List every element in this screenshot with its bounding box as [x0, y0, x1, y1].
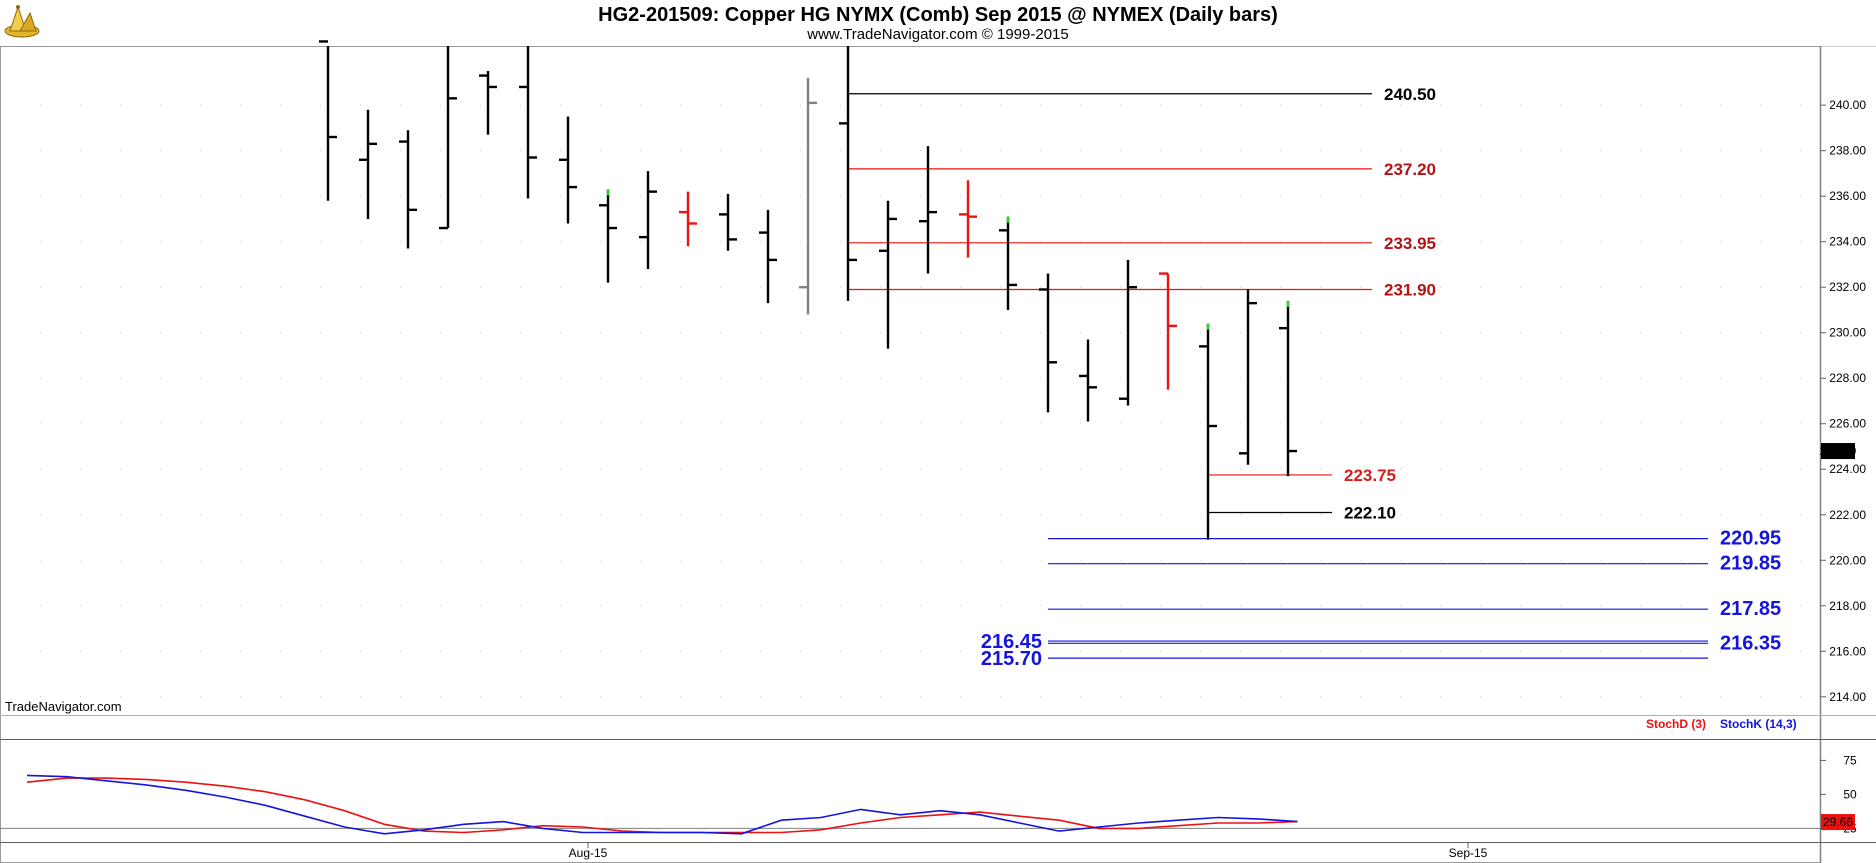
level-label: 233.95	[1384, 234, 1436, 253]
stoch-last-label: 29.66	[1823, 815, 1853, 829]
y-tick-label: 228.00	[1829, 371, 1866, 385]
date-axis: Aug-15 Sep-15	[569, 842, 1488, 860]
level-label: 222.10	[1344, 503, 1396, 522]
stoch-d-line	[26, 777, 1298, 834]
stochastic-panel: 255075StochD (3)StochK (14,3)29.66	[0, 717, 1857, 835]
stoch-tick-label: 50	[1843, 787, 1857, 801]
last-price-label: 224.80	[1820, 444, 1857, 458]
x-tick-label: Sep-15	[1449, 846, 1488, 860]
level-label: 219.85	[1720, 553, 1781, 575]
level-label: 237.20	[1384, 160, 1436, 179]
tradenavigator-logo-icon	[4, 5, 40, 38]
x-tick-label: Aug-15	[569, 846, 608, 860]
y-tick-label: 216.00	[1829, 644, 1866, 658]
stoch-k-line	[26, 774, 1298, 835]
stoch-last-box	[1821, 814, 1855, 831]
y-tick-label: 214.00	[1829, 690, 1866, 704]
level-label: 215.70	[981, 648, 1042, 670]
y-tick-label: 234.00	[1829, 235, 1866, 249]
watermark-text: TradeNavigator.com	[5, 699, 122, 714]
last-price-box	[1821, 443, 1855, 460]
level-label: 216.45	[981, 631, 1042, 653]
price-axis: 214.00 216.00 218.00 220.00 222.00 224.00 226.…	[1820, 98, 1867, 704]
chart-title: HG2-201509: Copper HG NYMX (Comb) Sep 20…	[598, 4, 1278, 26]
y-tick-label: 218.00	[1829, 599, 1866, 613]
y-tick-label: 236.00	[1829, 189, 1866, 203]
support-resistance-levels: 240.50 237.20 233.95 231.90 223.75 222.10 220.…	[848, 85, 1781, 670]
level-label: 223.75	[1344, 466, 1396, 485]
price-grid	[0, 104, 1820, 698]
y-tick-label: 220.00	[1829, 553, 1866, 567]
level-label: 216.35	[1720, 632, 1781, 654]
stoch-d-legend: StochD (3)	[1646, 717, 1706, 731]
stoch-k-legend: StochK (14,3)	[1720, 717, 1797, 731]
y-tick-label: 232.00	[1829, 280, 1866, 294]
level-label: 220.95	[1720, 528, 1781, 550]
copyright-text: www.TradeNavigator.com © 1999-2015	[807, 26, 1069, 43]
y-tick-label: 224.00	[1829, 462, 1866, 476]
level-label: 240.50	[1384, 85, 1436, 104]
level-label: 217.85	[1720, 598, 1781, 620]
y-tick-label: 222.00	[1829, 508, 1866, 522]
chart-header: HG2-201509: Copper HG NYMX (Comb) Sep 20…	[0, 0, 1876, 47]
level-label: 231.90	[1384, 280, 1436, 299]
y-tick-label: 230.00	[1829, 326, 1866, 340]
ohlc-bars	[319, 40, 1297, 540]
y-tick-label: 240.00	[1829, 98, 1866, 112]
y-tick-label: 238.00	[1829, 144, 1866, 158]
y-tick-label: 226.00	[1829, 417, 1866, 431]
stoch-tick-label: 75	[1843, 753, 1857, 767]
